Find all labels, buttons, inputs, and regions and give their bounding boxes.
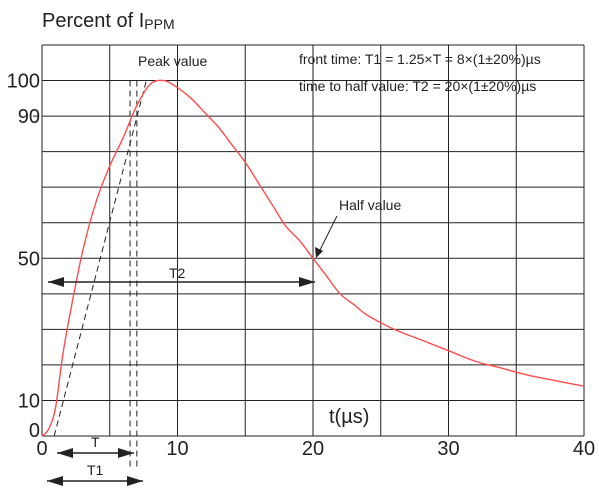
- half-time-note: time to half value: T2 = 20×(1±20%)µs: [299, 78, 536, 94]
- half-value-label: Half value: [339, 197, 401, 213]
- y-tick-label: 90: [18, 106, 40, 128]
- peak-value-label: Peak value: [138, 53, 207, 69]
- chart-title-main: Percent of I: [42, 10, 144, 32]
- x-tick-label: 20: [302, 438, 324, 460]
- grid: [41, 44, 585, 437]
- x-tick-labels: 0 10 20 30 40: [36, 438, 595, 460]
- t1-arrow: [47, 476, 143, 486]
- y-tick-label: 10: [18, 390, 40, 412]
- y-tick-labels: 0 10 50 90 100: [7, 71, 40, 442]
- t2-label: T2: [169, 265, 186, 281]
- x-axis-label: t(µs): [329, 406, 369, 428]
- front-time-note: front time: T1 = 1.25×T = 8×(1±20%)µs: [299, 51, 541, 67]
- half-value-pointer: [317, 215, 338, 255]
- chart-title-subscript: PPM: [144, 16, 174, 32]
- dashed-guides: [33, 80, 147, 470]
- half-value-arrowhead: [315, 247, 323, 258]
- x-tick-label: 0: [36, 438, 47, 460]
- waveform-line: [41, 79, 585, 437]
- front-tangent-line: [53, 80, 147, 437]
- x-tick-label: 40: [573, 438, 595, 460]
- y-tick-label: 50: [18, 248, 40, 270]
- t-arrow: [57, 448, 134, 458]
- x-tick-label: 10: [166, 438, 188, 460]
- y-tick-label: 100: [7, 71, 40, 93]
- t1-label: T1: [87, 462, 104, 478]
- y-tick-label: 0: [29, 420, 40, 442]
- t2-arrow: [48, 277, 315, 287]
- chart-title: Percent of IPPM: [42, 10, 175, 32]
- t-label: T: [91, 434, 100, 450]
- x-tick-label: 30: [437, 438, 459, 460]
